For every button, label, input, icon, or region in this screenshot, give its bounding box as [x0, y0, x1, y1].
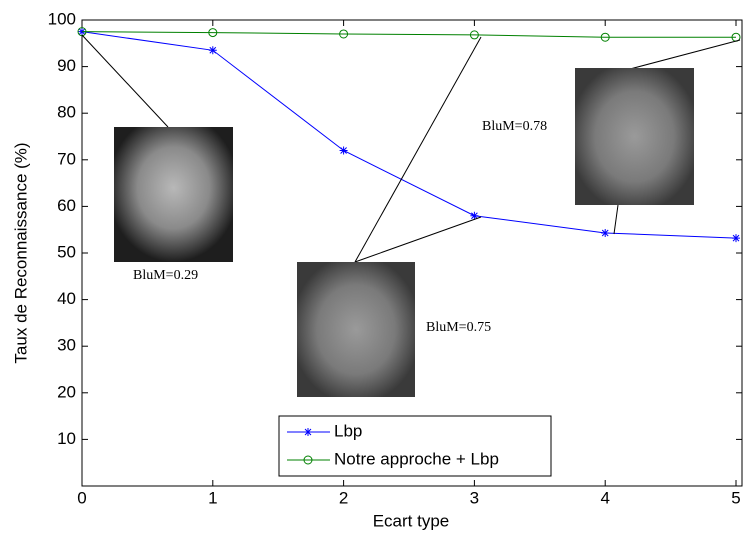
y-tick-label: 20 — [57, 382, 76, 401]
legend: Lbp Notre approche + Lbp — [278, 415, 552, 477]
y-axis-label: Taux de Reconnaissance (%) — [11, 142, 30, 363]
series-line — [81, 31, 737, 239]
y-tick-label: 10 — [57, 429, 76, 448]
series-line — [81, 31, 736, 38]
y-tick-label: 90 — [57, 56, 76, 75]
point — [469, 30, 479, 40]
x-axis-label: Ecart type — [373, 511, 450, 530]
point — [732, 234, 740, 243]
y-tick-label: 30 — [57, 336, 76, 355]
face-image — [297, 262, 415, 397]
y-tick-label: 100 — [48, 9, 76, 28]
y-tick-label: 60 — [57, 196, 76, 215]
point — [303, 455, 313, 465]
point — [304, 428, 312, 436]
point — [470, 211, 479, 220]
point — [339, 146, 348, 155]
legend-label: Notre approche + Lbp — [334, 449, 499, 468]
x-tick-label: 1 — [208, 488, 217, 507]
point — [600, 32, 610, 42]
x-tick-label: 3 — [470, 488, 479, 507]
point — [208, 28, 218, 38]
connector — [81, 34, 169, 128]
x-tick-label: 5 — [731, 488, 740, 507]
x-tick-label: 0 — [77, 488, 86, 507]
legend-label: Lbp — [334, 421, 362, 440]
connector — [613, 204, 619, 235]
connector — [354, 36, 482, 263]
y-tick-label: 80 — [57, 103, 76, 122]
point — [339, 29, 349, 39]
legend-box — [278, 415, 552, 477]
y-tick-label: 50 — [57, 242, 76, 261]
annotation: BluM=0.29 — [133, 268, 198, 283]
point — [208, 46, 217, 55]
face-image — [114, 127, 233, 262]
y-tick-label: 70 — [57, 149, 76, 168]
x-tick-label: 4 — [600, 488, 609, 507]
annotation: BluM=0.78 — [482, 119, 547, 134]
x-tick-label: 2 — [339, 488, 348, 507]
connector — [629, 39, 741, 70]
y-tick-label: 40 — [57, 289, 76, 308]
face-image — [575, 68, 694, 205]
connector — [354, 216, 482, 263]
point — [601, 228, 610, 237]
annotation: BluM=0.75 — [426, 320, 491, 335]
